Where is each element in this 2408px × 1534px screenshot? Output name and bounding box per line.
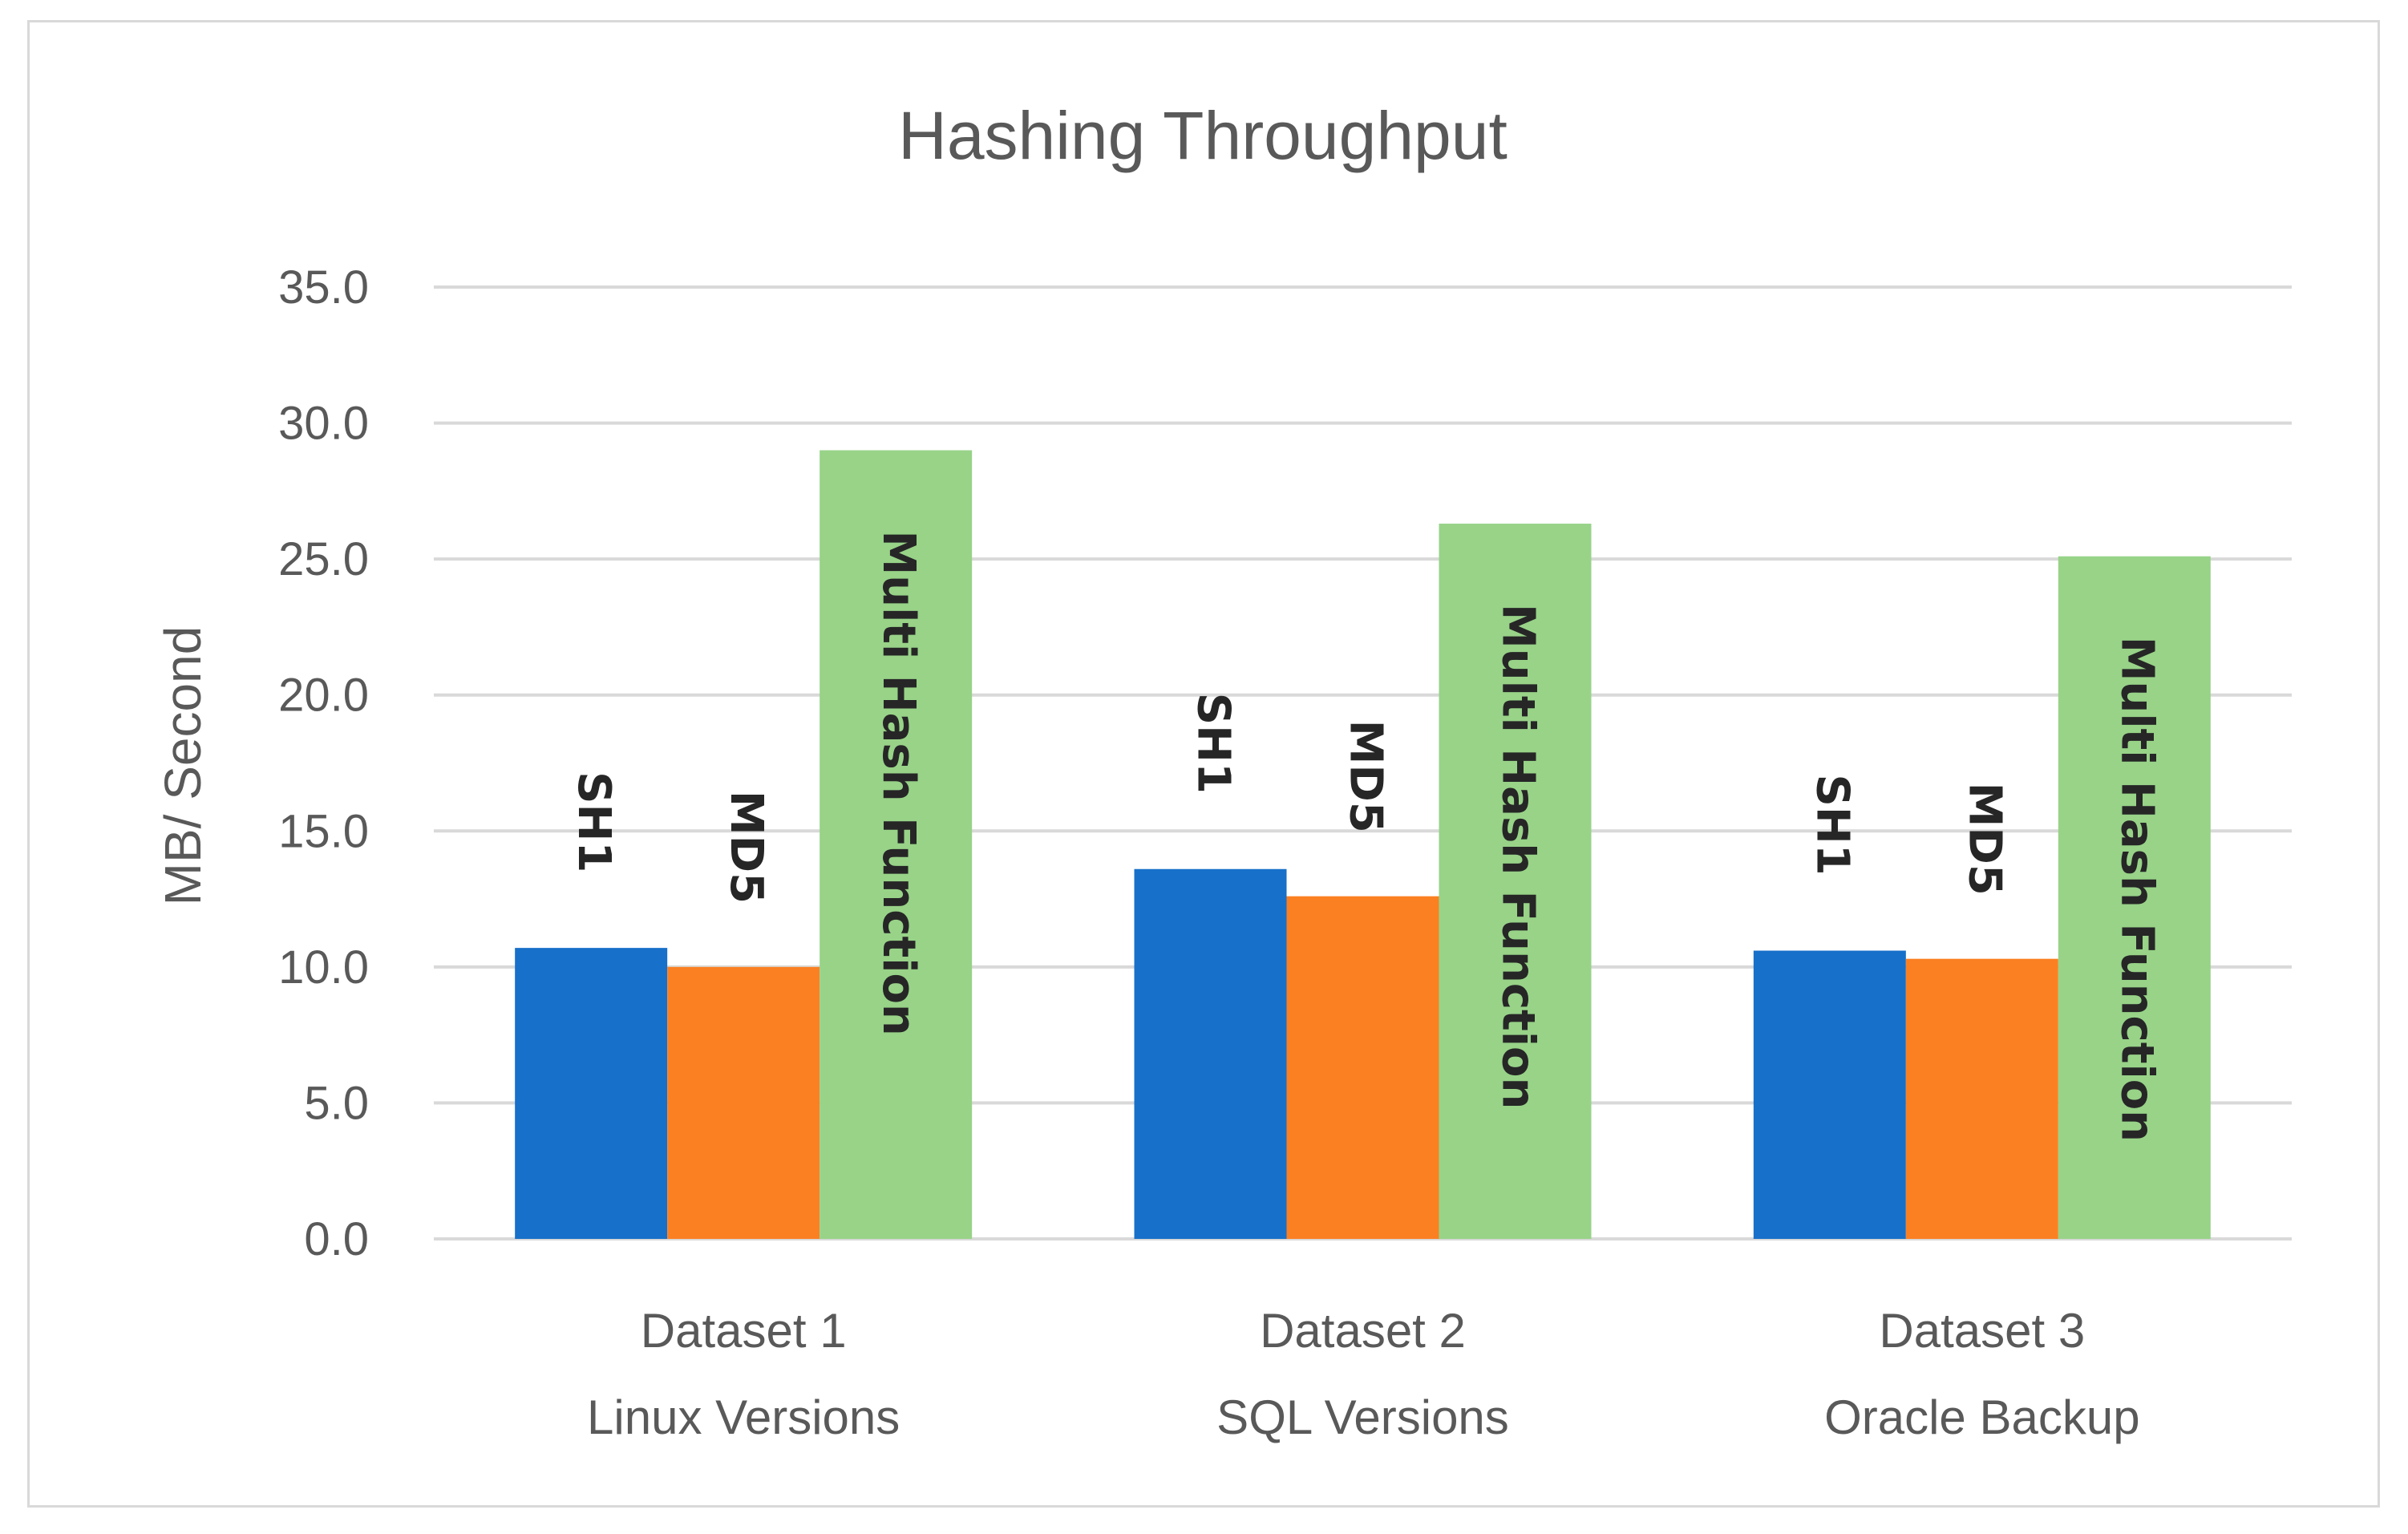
bar xyxy=(1286,896,1439,1239)
y-tick-label: 25.0 xyxy=(278,533,369,585)
y-tick-label: 20.0 xyxy=(278,670,369,722)
bar xyxy=(667,966,820,1239)
y-tick-label: 0.0 xyxy=(304,1213,369,1265)
data-label: Multi Hash Function xyxy=(1491,604,1544,1109)
y-tick-label: 15.0 xyxy=(278,805,369,857)
data-label: SH1 xyxy=(1807,775,1859,876)
chart-frame xyxy=(27,20,2380,1508)
chart-title: Hashing Throughput xyxy=(898,98,1508,173)
category-label: Linux Versions xyxy=(587,1390,900,1444)
y-axis-label: MB/ Second xyxy=(154,626,212,906)
bar xyxy=(1905,958,2058,1239)
data-label: SH1 xyxy=(568,771,620,872)
bar xyxy=(1753,950,1906,1239)
data-label: Multi Hash Function xyxy=(872,530,925,1035)
y-tick-label: 10.0 xyxy=(278,941,369,994)
data-label: MD5 xyxy=(1959,783,2011,896)
bar xyxy=(1439,524,1592,1239)
category-label: Oracle Backup xyxy=(1824,1390,2140,1444)
y-tick-labels: 0.0 5.0 10.0 15.0 20.0 25.0 30.0 35.0 xyxy=(278,261,369,1265)
data-label: MD5 xyxy=(720,791,772,904)
data-label: Multi Hash Function xyxy=(2111,637,2163,1142)
data-labels: SH1 MD5 Multi Hash Function SH1 MD5 Multi Has… xyxy=(568,530,2163,1142)
y-tick-label: 30.0 xyxy=(278,398,369,450)
bar xyxy=(820,450,973,1239)
category-label: Dataset 1 xyxy=(641,1304,847,1358)
data-label: MD5 xyxy=(1339,720,1391,833)
category-labels: Dataset 1 Linux Versions Dataset 2 SQL Vers… xyxy=(587,1304,2140,1444)
bar xyxy=(2058,556,2211,1239)
category-label: Dataset 3 xyxy=(1879,1304,2085,1358)
bar xyxy=(515,948,668,1239)
data-label: SH1 xyxy=(1187,693,1239,794)
bar xyxy=(1134,868,1287,1239)
category-label: SQL Versions xyxy=(1216,1390,1509,1444)
y-tick-label: 5.0 xyxy=(304,1077,369,1129)
bars xyxy=(515,450,2211,1239)
y-tick-label: 35.0 xyxy=(278,261,369,314)
category-label: Dataset 2 xyxy=(1260,1304,1466,1358)
